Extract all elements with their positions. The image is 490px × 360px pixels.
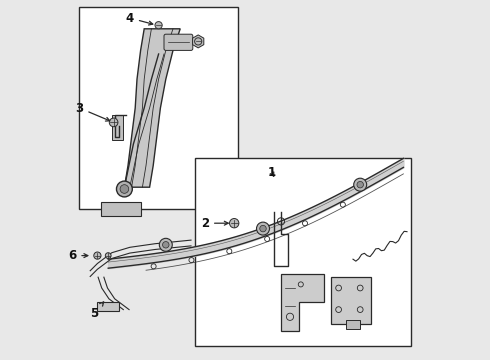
Circle shape — [159, 238, 172, 251]
Circle shape — [357, 181, 364, 188]
Circle shape — [260, 225, 266, 232]
FancyBboxPatch shape — [164, 34, 193, 50]
Circle shape — [195, 38, 202, 45]
Bar — [79, 7, 238, 209]
Circle shape — [155, 22, 162, 29]
Circle shape — [354, 178, 367, 191]
FancyBboxPatch shape — [331, 277, 371, 324]
Polygon shape — [124, 29, 180, 187]
Polygon shape — [281, 274, 324, 331]
Circle shape — [120, 185, 129, 193]
Text: 1: 1 — [268, 166, 276, 179]
Circle shape — [105, 253, 111, 258]
Text: 5: 5 — [90, 302, 104, 320]
Text: 3: 3 — [75, 102, 110, 121]
Bar — [98, 302, 119, 311]
Bar — [346, 320, 360, 329]
Text: 4: 4 — [125, 12, 153, 25]
Text: 2: 2 — [201, 217, 228, 230]
Circle shape — [109, 118, 118, 127]
Circle shape — [94, 252, 101, 259]
Text: 6: 6 — [68, 249, 88, 262]
Circle shape — [257, 222, 270, 235]
Bar — [195, 158, 411, 346]
Bar — [112, 115, 122, 140]
Circle shape — [163, 242, 169, 248]
Bar — [101, 202, 141, 216]
Circle shape — [117, 181, 132, 197]
Circle shape — [229, 219, 239, 228]
